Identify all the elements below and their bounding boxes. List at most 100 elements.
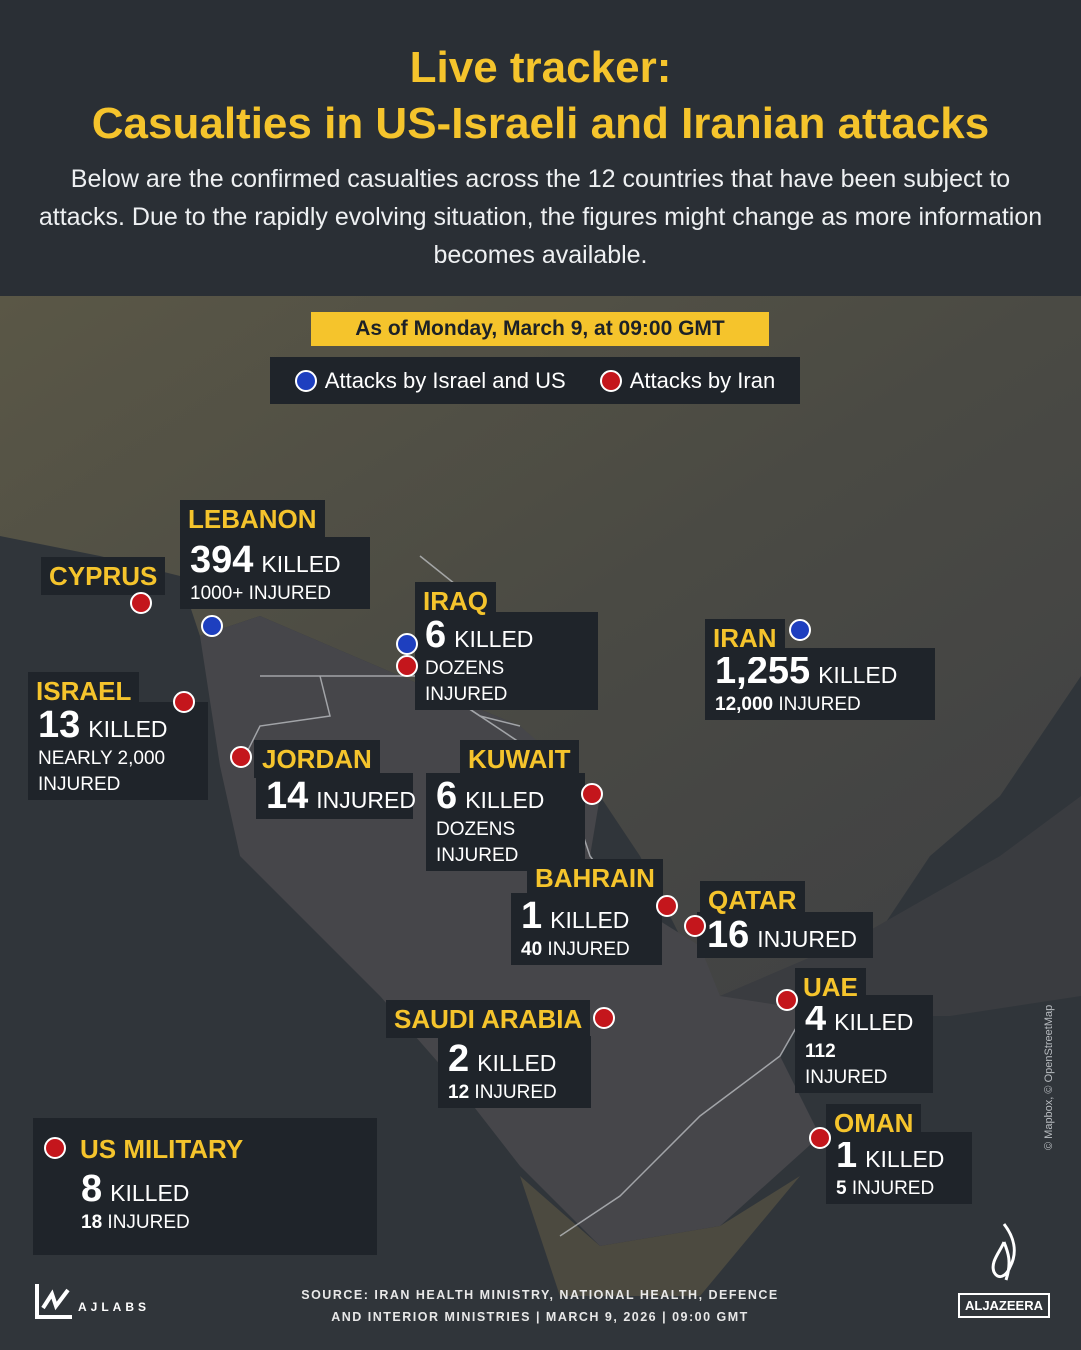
attack-dot-iraq-iran bbox=[396, 655, 418, 677]
callout-qatar-figure: 16 bbox=[707, 914, 750, 956]
callout-jordan-figure: 14 bbox=[266, 775, 309, 817]
callout-oman-secondary-number: 5 bbox=[836, 1178, 847, 1199]
callout-iran-panel: 1,255 KILLED 12,000 INJURED bbox=[705, 648, 935, 720]
callout-oman-secondary: 5 INJURED bbox=[836, 1176, 962, 1202]
callout-qatar-panel: 16 INJURED bbox=[697, 912, 873, 958]
attack-dot-iraq-israel-us bbox=[396, 633, 418, 655]
callout-iran-secondary-label: INJURED bbox=[778, 694, 861, 715]
callout-uae-name: UAE bbox=[795, 968, 866, 1006]
callout-oman-name: OMAN bbox=[826, 1104, 922, 1142]
callout-kuwait-panel: 6 KILLED DOZENS INJURED bbox=[426, 773, 585, 871]
callout-oman-figure: 1 bbox=[836, 1134, 858, 1176]
callout-iraq-panel: 6 KILLED DOZENS INJURED bbox=[415, 612, 598, 710]
legend-item-iran: Attacks by Iran bbox=[599, 367, 776, 394]
callout-us-military-name: US MILITARY bbox=[80, 1134, 244, 1164]
attack-dot-jordan-iran bbox=[230, 746, 252, 768]
callout-bahrain-figure-row: 1 KILLED bbox=[521, 895, 652, 937]
subtitle: Below are the confirmed casualties acros… bbox=[38, 165, 1043, 269]
callout-bahrain-figure: 1 bbox=[521, 895, 543, 937]
callout-saudi-arabia-secondary-number: 12 bbox=[448, 1082, 470, 1103]
red-dot-icon bbox=[599, 369, 622, 392]
aljazeera-logo: ALJAZEERA bbox=[958, 1222, 1050, 1318]
attack-dot-iran-israel-us bbox=[789, 619, 811, 641]
attack-dot-bahrain-iran bbox=[656, 895, 678, 917]
date-banner: As of Monday, March 9, at 09:00 GMT bbox=[311, 312, 769, 346]
callout-us-military-panel: 8 KILLED 18 INJURED bbox=[33, 1118, 377, 1255]
blue-dot-icon bbox=[294, 369, 317, 392]
callout-qatar-figure-row: 16 INJURED bbox=[707, 914, 863, 956]
title-line-2: Casualties in US-Israeli and Iranian att… bbox=[91, 99, 990, 148]
callout-saudi-arabia-figure: 2 bbox=[448, 1038, 470, 1080]
callout-iraq-figure: 6 bbox=[425, 614, 447, 656]
callout-iraq-figure-row: 6 KILLED bbox=[425, 614, 588, 656]
map-credit: © Mapbox, © OpenStreetMap bbox=[1043, 1004, 1055, 1150]
legend-label-iran: Attacks by Iran bbox=[629, 367, 776, 393]
ajlabs-chart-icon bbox=[35, 1284, 72, 1319]
callout-uae-figure: 4 bbox=[805, 997, 827, 1039]
callout-us-military-figure-row: 8 KILLED bbox=[81, 1168, 367, 1210]
callout-iran-figure-row: 1,255 KILLED bbox=[715, 650, 925, 692]
callout-iraq-secondary: DOZENS INJURED bbox=[425, 656, 588, 708]
callout-iraq-name: IRAQ bbox=[415, 582, 496, 620]
callout-israel-figure-label: KILLED bbox=[88, 716, 168, 742]
callout-bahrain-panel: 1 KILLED 40 INJURED bbox=[511, 893, 662, 965]
callout-uae-secondary-number: 112 bbox=[805, 1041, 836, 1062]
callout-lebanon-figure-row: 394 KILLED bbox=[190, 539, 360, 581]
callout-bahrain-figure-label: KILLED bbox=[550, 907, 630, 933]
source-line-1: SOURCE: IRAN HEALTH MINISTRY, NATIONAL H… bbox=[301, 1288, 779, 1302]
callout-uae-panel: 4 KILLED 112 INJURED bbox=[795, 995, 933, 1093]
callout-jordan-panel: 14 INJURED bbox=[256, 773, 416, 819]
callout-kuwait-secondary: DOZENS INJURED bbox=[436, 817, 575, 869]
callout-us-military-secondary: 18 INJURED bbox=[81, 1210, 367, 1236]
callout-israel-name: ISRAEL bbox=[28, 672, 140, 710]
callout-israel-figure: 13 bbox=[38, 704, 81, 746]
legend: Attacks by Israel and US Attacks by Iran bbox=[270, 357, 800, 404]
callout-saudi-arabia-secondary: 12 INJURED bbox=[448, 1080, 581, 1106]
callout-jordan-figure-row: 14 INJURED bbox=[266, 775, 416, 817]
callout-lebanon-secondary-label: 1000+ INJURED bbox=[190, 583, 331, 604]
callout-lebanon-figure-label: KILLED bbox=[261, 551, 341, 577]
callout-uae-figure-label: KILLED bbox=[834, 1009, 914, 1035]
legend-label-israel-us: Attacks by Israel and US bbox=[324, 367, 566, 393]
callout-uae-secondary: 112 INJURED bbox=[805, 1039, 923, 1091]
ajlabs-logo: AJLABS bbox=[34, 1282, 150, 1320]
callout-bahrain-secondary-label: INJURED bbox=[547, 939, 630, 960]
callout-lebanon-secondary: 1000+ INJURED bbox=[190, 581, 360, 607]
callout-uae-secondary-label: INJURED bbox=[805, 1067, 888, 1088]
callout-lebanon-panel: 394 KILLED 1000+ INJURED bbox=[180, 537, 370, 609]
aljazeera-wordmark: ALJAZEERA bbox=[958, 1293, 1050, 1318]
attack-dot-israel-iran bbox=[173, 691, 195, 713]
callout-iraq-secondary-label: DOZENS INJURED bbox=[425, 658, 508, 705]
callout-cyprus-name: CYPRUS bbox=[41, 557, 166, 595]
callout-iran-figure-label: KILLED bbox=[818, 662, 898, 688]
callout-qatar-name: QATAR bbox=[700, 881, 805, 919]
title-line-1: Live tracker: bbox=[409, 43, 672, 92]
callout-oman-figure-label: KILLED bbox=[865, 1146, 945, 1172]
callout-kuwait-name: KUWAIT bbox=[460, 740, 579, 778]
callout-israel-figure-row: 13 KILLED bbox=[38, 704, 198, 746]
attack-dot-us-military-iran bbox=[44, 1137, 66, 1159]
ajlabs-text: AJLABS bbox=[78, 1300, 151, 1314]
callout-saudi-arabia-panel: 2 KILLED 12 INJURED bbox=[438, 1036, 591, 1108]
callout-us-military-secondary-label: INJURED bbox=[107, 1212, 190, 1233]
attack-dot-cyprus-iran bbox=[130, 592, 152, 614]
header: Live tracker: Casualties in US-Israeli a… bbox=[0, 0, 1081, 296]
callout-israel-secondary: NEARLY 2,000 INJURED bbox=[38, 746, 198, 798]
callout-kuwait-figure-label: KILLED bbox=[465, 787, 545, 813]
callout-bahrain-secondary-number: 40 bbox=[521, 939, 543, 960]
callout-kuwait-figure: 6 bbox=[436, 775, 458, 817]
callout-qatar-figure-label: INJURED bbox=[757, 926, 857, 952]
aljazeera-calligraphy-icon bbox=[991, 1223, 1016, 1281]
attack-dot-uae-iran bbox=[776, 989, 798, 1011]
callout-us-military-secondary-number: 18 bbox=[81, 1212, 103, 1233]
callout-saudi-arabia-figure-row: 2 KILLED bbox=[448, 1038, 581, 1080]
attack-dot-qatar-iran bbox=[684, 915, 706, 937]
callout-oman-panel: 1 KILLED 5 INJURED bbox=[826, 1132, 972, 1204]
callout-jordan-name: JORDAN bbox=[254, 740, 380, 778]
callout-israel-secondary-label: NEARLY 2,000 INJURED bbox=[38, 748, 166, 795]
attack-dot-lebanon-israel-us bbox=[201, 615, 223, 637]
callout-oman-secondary-label: INJURED bbox=[851, 1178, 935, 1199]
attack-dot-kuwait-iran bbox=[581, 783, 603, 805]
attack-dot-oman-iran bbox=[809, 1127, 831, 1149]
callout-israel-panel: 13 KILLED NEARLY 2,000 INJURED bbox=[28, 702, 208, 800]
